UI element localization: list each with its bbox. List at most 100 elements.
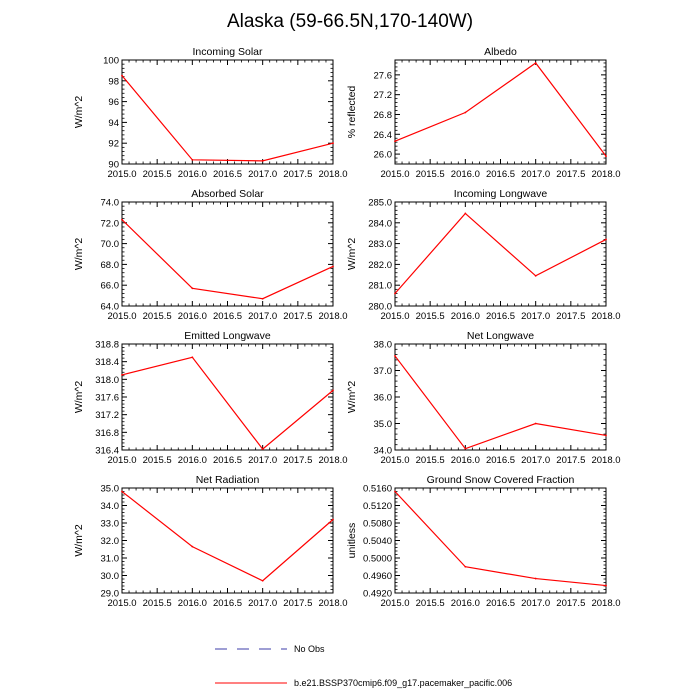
- panel-net-radiation: Net Radiation 2015.0 2015.5 2016.0 2016.5 201…: [73, 474, 348, 609]
- absorbed-solar-xtick-label: 2015.5: [143, 311, 172, 322]
- albedo-xtick-label: 2015.0: [380, 169, 409, 180]
- albedo-ytick-label: 27.6: [374, 70, 393, 81]
- albedo-data-point: [605, 155, 607, 157]
- absorbed-solar-xtick-label: 2018.0: [318, 311, 347, 322]
- legend-run-label: b.e21.BSSP370cmip6.f09_g17.pacemaker_pac…: [294, 678, 512, 688]
- incoming-solar-ylabel: W/m^2: [73, 96, 85, 129]
- incoming-longwave-ytick-label: 280.0: [368, 302, 392, 313]
- panel-albedo: Albedo 2015.0 2015.5 2016.0 2016.5 2017.0 2017…: [346, 46, 621, 180]
- panel-ground-snow-covered-fraction: Ground Snow Covered Fraction 2015.0 2015.5…: [346, 474, 621, 609]
- ground-snow-covered-fraction-data-point: [605, 584, 607, 587]
- net-radiation-title: Net Radiation: [196, 474, 260, 486]
- absorbed-solar-xtick-label: 2016.5: [213, 311, 242, 322]
- incoming-solar-title: Incoming Solar: [192, 46, 263, 58]
- net-radiation-data-point: [191, 545, 194, 548]
- net-radiation-data-point: [332, 518, 334, 521]
- incoming-solar-series-line: [121, 75, 334, 162]
- albedo-ylabel: % reflected: [346, 86, 358, 139]
- albedo-ytick-label: 26.8: [374, 110, 393, 121]
- ground-snow-covered-fraction-ylabel: unitless: [346, 523, 358, 559]
- net-radiation-ytick-label: 35.0: [101, 484, 120, 495]
- incoming-solar-ytick-label: 98: [108, 76, 119, 87]
- incoming-longwave-xtick-label: 2018.0: [591, 311, 620, 322]
- absorbed-solar-data-point: [332, 265, 334, 268]
- absorbed-solar-ytick-label: 66.0: [101, 281, 120, 292]
- net-longwave-xtick-label: 2015.5: [416, 455, 445, 466]
- incoming-solar-data-point: [261, 159, 264, 162]
- incoming-longwave-xtick-label: 2017.5: [556, 311, 585, 322]
- net-radiation-xtick-label: 2015.5: [143, 598, 172, 609]
- net-longwave-data-point: [394, 355, 396, 357]
- incoming-solar-data-point: [332, 142, 334, 145]
- absorbed-solar-frame: [121, 201, 334, 307]
- albedo-title: Albedo: [484, 46, 517, 58]
- emitted-longwave-ytick-label: 318.8: [95, 340, 119, 351]
- emitted-longwave-ytick-label: 316.8: [95, 428, 119, 439]
- ground-snow-covered-fraction-ytick-label: 0.5160: [363, 484, 392, 495]
- incoming-longwave-xtick-label: 2016.0: [451, 311, 480, 322]
- absorbed-solar-ytick-label: 74.0: [101, 198, 120, 209]
- albedo-ytick-label: 26.0: [374, 150, 393, 161]
- ground-snow-covered-fraction-ytick-label: 0.5120: [363, 501, 392, 512]
- net-longwave-series-line: [394, 355, 607, 450]
- net-longwave-xtick-label: 2016.5: [486, 455, 515, 466]
- net-radiation-xtick-label: 2015.0: [107, 598, 136, 609]
- emitted-longwave-data-point: [121, 374, 123, 376]
- incoming-longwave-data-point: [464, 212, 467, 215]
- net-radiation-xtick-label: 2017.0: [248, 598, 277, 609]
- net-radiation-xtick-label: 2016.0: [178, 598, 207, 609]
- panel-net-longwave: Net Longwave 2015.0 2015.5 2016.0 2016.5 2017…: [346, 330, 621, 466]
- incoming-solar-xtick-label: 2015.0: [107, 169, 136, 180]
- figure-title: Alaska (59-66.5N,170-140W): [227, 11, 473, 32]
- net-longwave-xtick-label: 2017.0: [521, 455, 550, 466]
- absorbed-solar-ytick-label: 70.0: [101, 239, 120, 250]
- incoming-longwave-ytick-label: 281.0: [368, 281, 392, 292]
- net-radiation-ytick-label: 29.0: [101, 589, 120, 600]
- albedo-xtick-label: 2016.0: [451, 169, 480, 180]
- net-longwave-ylabel: W/m^2: [346, 381, 358, 414]
- emitted-longwave-xtick-label: 2016.5: [213, 455, 242, 466]
- emitted-longwave-ylabel: W/m^2: [73, 381, 85, 414]
- net-longwave-xtick-label: 2015.0: [380, 455, 409, 466]
- net-radiation-ytick-label: 30.0: [101, 571, 120, 582]
- albedo-xtick-label: 2015.5: [416, 169, 445, 180]
- incoming-solar-ytick-label: 90: [108, 160, 119, 171]
- incoming-solar-xtick-label: 2016.0: [178, 169, 207, 180]
- ground-snow-covered-fraction-xtick-label: 2016.5: [486, 598, 515, 609]
- ground-snow-covered-fraction-data-point: [394, 490, 396, 493]
- absorbed-solar-ytick-label: 68.0: [101, 260, 120, 271]
- absorbed-solar-xtick-label: 2017.0: [248, 311, 277, 322]
- net-radiation-data-point: [261, 579, 264, 582]
- ground-snow-covered-fraction-ytick-label: 0.4920: [363, 589, 392, 600]
- incoming-longwave-series-line: [394, 212, 607, 294]
- net-longwave-ytick-label: 37.0: [374, 366, 393, 377]
- net-longwave-xtick-label: 2017.5: [556, 455, 585, 466]
- albedo-xtick-label: 2018.0: [591, 169, 620, 180]
- emitted-longwave-ytick-label: 318.4: [95, 357, 119, 368]
- net-longwave-xtick-label: 2018.0: [591, 455, 620, 466]
- ground-snow-covered-fraction-ytick-label: 0.5000: [363, 554, 392, 565]
- emitted-longwave-data-point: [332, 389, 334, 392]
- ground-snow-covered-fraction-xtick-label: 2015.0: [380, 598, 409, 609]
- emitted-longwave-xtick-label: 2015.5: [143, 455, 172, 466]
- ground-snow-covered-fraction-ytick-label: 0.4960: [363, 571, 392, 582]
- incoming-longwave-ytick-label: 284.0: [368, 218, 392, 229]
- incoming-longwave-xtick-label: 2017.0: [521, 311, 550, 322]
- ground-snow-covered-fraction-ytick-label: 0.5080: [363, 519, 392, 530]
- ground-snow-covered-fraction-title: Ground Snow Covered Fraction: [427, 474, 575, 486]
- net-longwave-data-point: [464, 447, 467, 450]
- net-longwave-ytick-label: 36.0: [374, 393, 393, 404]
- emitted-longwave-xtick-label: 2017.5: [283, 455, 312, 466]
- incoming-solar-xtick-label: 2018.0: [318, 169, 347, 180]
- ground-snow-covered-fraction-xtick-label: 2015.5: [416, 598, 445, 609]
- incoming-solar-xtick-label: 2016.5: [213, 169, 242, 180]
- absorbed-solar-xtick-label: 2015.0: [107, 311, 136, 322]
- emitted-longwave-ytick-label: 318.0: [95, 375, 119, 386]
- ground-snow-covered-fraction-xtick-label: 2017.0: [521, 598, 550, 609]
- emitted-longwave-series-line: [121, 356, 334, 450]
- incoming-solar-ytick-label: 100: [103, 56, 119, 67]
- albedo-ytick-label: 27.2: [374, 90, 393, 101]
- panel-emitted-longwave: Emitted Longwave 2015.0 2015.5 2016.0 2016.5…: [73, 330, 348, 466]
- incoming-longwave-title: Incoming Longwave: [454, 188, 548, 200]
- absorbed-solar-data-point: [191, 287, 194, 290]
